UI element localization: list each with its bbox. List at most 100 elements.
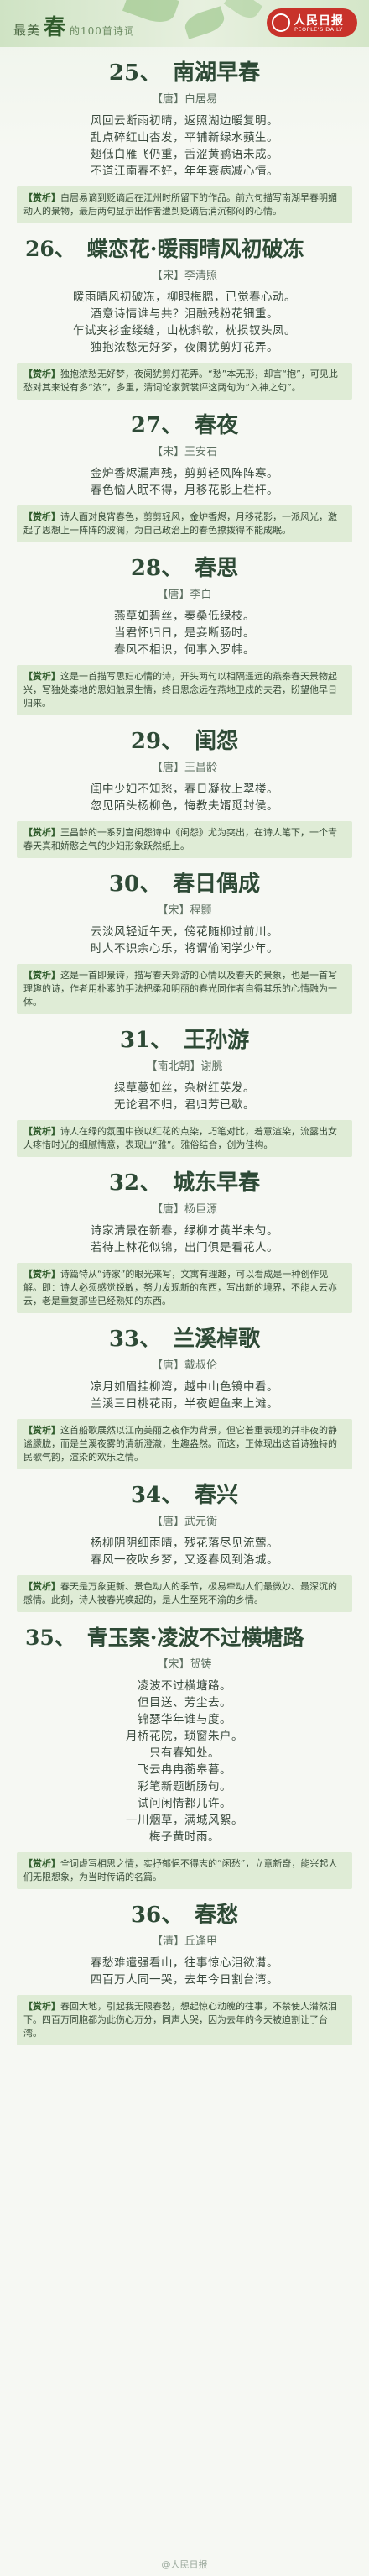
poem-author: 【唐】戴叔伦 [151, 1359, 217, 1372]
poem-number: 27、 [130, 413, 184, 438]
peoples-daily-logo: 人民日报 PEOPLE'S DAILY [267, 8, 357, 37]
appreciation-text: 这是一首描写思妇心情的诗，开头两句以相隔遥远的燕秦春天景物起兴，写独处秦地的思妇… [23, 671, 337, 709]
poem-verse-line: 梅子黄时雨。 [149, 1830, 220, 1844]
poem-verse-line: 兰溪三日桃花雨，半夜鲤鱼来上滩。 [91, 1397, 278, 1411]
poem-title: 34、 春兴 [17, 1469, 352, 1511]
poem-verse-line: 乱点碎红山杏发，平铺新绿水蘋生。 [91, 131, 278, 144]
poem-title: 33、 兰溪棹歌 [17, 1313, 352, 1355]
poem-number: 31、 [119, 1028, 173, 1053]
poem-verse-line: 酒意诗情谁与共？泪融残粉花钿重。 [91, 307, 278, 321]
poem-block: 34、 春兴 【唐】武元衡 杨柳阴阴细雨晴，残花落尽见流莺。 春风一夜吹乡梦，又逐春风到… [0, 1469, 369, 1612]
poem-verse-line: 金炉香烬漏声残，剪剪轻风阵阵寒。 [91, 467, 278, 480]
appreciation-text: 王昌龄的一系列宫闺怨诗中《闺怨》尤为突出，在诗人笔下，一个青春天真和娇憨之气的少… [23, 827, 337, 851]
appreciation-tag: 【赏析】 [23, 192, 60, 203]
appreciation-note: 【赏析】春回大地，引起我无限春愁，想起惊心动魄的往事，不禁使人潸然泪下。四百万同… [17, 1995, 352, 2045]
poem-number: 29、 [130, 729, 184, 754]
poem-verse-line: 燕草如碧丝，秦桑低绿枝。 [114, 610, 255, 623]
poem-author: 【宋】王安石 [151, 446, 217, 458]
poem-verse-line: 乍试夹衫金缕缝，山枕斜欹，枕损钗头凤。 [73, 324, 296, 338]
poem-title: 26、 蝶恋花·暖雨晴风初破冻 [17, 223, 352, 265]
appreciation-note: 【赏析】全词虚写相思之情，实抒郁悒不得志的“闲愁”，立意新奇，能兴起人们无限想象… [17, 1852, 352, 1889]
poem-title: 32、 城东早春 [17, 1157, 352, 1199]
appreciation-tag: 【赏析】 [23, 1581, 60, 1592]
poem-verse-line: 时人不识余心乐，将谓偷闲学少年。 [91, 942, 278, 956]
poem-number: 28、 [130, 556, 184, 581]
poem-verse-line: 忽见陌头杨柳色，悔教夫婿觅封侯。 [91, 799, 278, 813]
poem-number: 36、 [130, 1903, 184, 1928]
poem-verse-line: 杨柳阴阴细雨晴，残花落尽见流莺。 [91, 1537, 278, 1550]
poem-block: 27、 春夜 【宋】王安石 金炉香烬漏声残，剪剪轻风阵阵寒。 春色恼人眠不得，月移花影上… [0, 400, 369, 542]
poem-title-text: 春愁 [195, 1903, 239, 1928]
poem-title-text: 春日偶成 [173, 872, 261, 897]
poem-verse-line: 云淡风轻近午天，傍花随柳过前川。 [91, 925, 278, 939]
poem-verse-line: 翅低白雁飞仍重，舌涩黄鹂语未成。 [91, 148, 278, 161]
appreciation-tag: 【赏析】 [23, 671, 60, 682]
appreciation-tag: 【赏析】 [23, 827, 60, 838]
appreciation-tag: 【赏析】 [23, 1269, 60, 1280]
title-main: 春 [44, 15, 67, 40]
appreciation-tag: 【赏析】 [23, 970, 60, 981]
poem-verse-line: 春风不相识，何事入罗帏。 [114, 643, 255, 657]
poem-title: 28、 春思 [17, 542, 352, 584]
appreciation-note: 【赏析】白居易谪到贬谪后在江州时所留下的作品。前六句描写南湖早春明媚动人的景物，… [17, 186, 352, 223]
appreciation-text: 诗人面对良宵春色，剪剪轻风，金炉香烬，月移花影，一派风光，激起了思想上一阵阵的波… [23, 511, 337, 536]
appreciation-note: 【赏析】诗人在绿的氛围中嵌以红花的点染，巧笔对比，着意渲染，流露出女人疼惜时光的… [17, 1120, 352, 1157]
poem-title: 29、 闺怨 [17, 715, 352, 757]
appreciation-tag: 【赏析】 [23, 369, 60, 380]
poem-verse-line: 风回云断雨初晴，返照湖边暖复明。 [91, 114, 278, 128]
poem-author: 【唐】李白 [157, 589, 212, 601]
appreciation-note: 【赏析】独抱浓愁无好梦，夜阑犹剪灯花弄。“愁”本无形，却言“抱”，可见此愁对其来… [17, 363, 352, 400]
poem-title: 30、 春日偶成 [17, 858, 352, 900]
poem-block: 30、 春日偶成 【宋】程颢 云淡风轻近午天，傍花随柳过前川。 时人不识余心乐，将谓偷闲… [0, 858, 369, 1014]
appreciation-tag: 【赏析】 [23, 1126, 60, 1137]
poem-number: 25、 [108, 60, 162, 86]
appreciation-text: 诗篇特从“诗家”的眼光来写，文寓有理趣，可以看成是一种创作见解。即：诗人必须感觉… [23, 1269, 337, 1306]
poem-number: 33、 [108, 1327, 162, 1352]
poem-title: 25、 南湖早春 [17, 47, 352, 89]
title-suffix: 的100首诗词 [70, 25, 135, 37]
poem-author: 【唐】白居易 [151, 93, 217, 106]
poem-title-text: 蝶恋花·暖雨晴风初破冻 [86, 237, 304, 261]
poem-number: 34、 [130, 1483, 184, 1508]
appreciation-tag: 【赏析】 [23, 511, 60, 522]
logo-name: 人民日报 [294, 14, 344, 28]
poem-verse-line: 凌波不过横塘路。 [138, 1679, 231, 1693]
poem-author: 【南北朝】谢朓 [146, 1060, 223, 1073]
poem-number: 32、 [108, 1170, 162, 1196]
poem-title: 31、 王孙游 [17, 1014, 352, 1056]
poem-verse-line: 当君怀归日，是妾断肠时。 [114, 626, 255, 640]
poem-title-text: 青玉案·凌波不过横塘路 [86, 1626, 304, 1650]
appreciation-text: 诗人在绿的氛围中嵌以红花的点染，巧笔对比，着意渲染，流露出女人疼惜时光的细腻情意… [23, 1126, 337, 1150]
appreciation-tag: 【赏析】 [23, 1858, 60, 1869]
header-banner: 最美春的100首诗词 人民日报 PEOPLE'S DAILY [0, 0, 369, 47]
poem-verse-line: 凉月如眉挂柳湾，越中山色镜中看。 [91, 1380, 278, 1394]
poem-block: 31、 王孙游 【南北朝】谢朓 绿草蔓如丝，杂树红英发。 无论君不归，君归芳已歇。 【赏析… [0, 1014, 369, 1157]
poem-verse-line: 不道江南春不好，年年衰病减心情。 [91, 165, 278, 178]
appreciation-note: 【赏析】这是一首即景诗，描写春天郊游的心情以及春天的景象，也是一首写理趣的诗，作… [17, 964, 352, 1014]
poem-block: 33、 兰溪棹歌【唐】戴叔伦凉月如眉挂柳湾，越中山色镜中看。 兰溪三日桃花雨，半夜鲤… [0, 1313, 369, 1469]
poem-title-text: 兰溪棹歌 [173, 1327, 261, 1352]
appreciation-note: 【赏析】春天是万象更新、景色动人的季节，极易牵动人们最微妙、最深沉的感情。此刻，… [17, 1575, 352, 1612]
poem-title-text: 南湖早春 [173, 60, 261, 86]
appreciation-note: 【赏析】诗人面对良宵春色，剪剪轻风，金炉香烬，月移花影，一派风光，激起了思想上一… [17, 505, 352, 542]
appreciation-text: 这是一首即景诗，描写春天郊游的心情以及春天的景象，也是一首写理趣的诗，作者用朴素… [23, 970, 337, 1008]
poem-verse-line: 春色恼人眠不得，月移花影上栏杆。 [91, 484, 278, 497]
poem-verse-line: 只有春知处。 [149, 1746, 220, 1760]
poem-verse-line: 春愁难遣强看山，往事惊心泪欲潸。 [91, 1956, 278, 1970]
poem-number: 26、 [25, 237, 75, 261]
leaf-decoration-icon [223, 0, 263, 24]
poem-title-text: 春兴 [195, 1483, 239, 1508]
poem-verse-line: 若待上林花似锦，出门俱是看花人。 [91, 1241, 278, 1254]
poem-verse-line: 独抱浓愁无好梦，夜阑犹剪灯花弄。 [91, 341, 278, 354]
poem-verse-line: 无论君不归，君归芳已歇。 [114, 1098, 255, 1112]
appreciation-tag: 【赏析】 [23, 1425, 60, 1436]
poem-block: 26、 蝶恋花·暖雨晴风初破冻 【宋】李清照 暖雨晴风初破冻，柳眼梅腮，已觉春心动。酒… [0, 223, 369, 400]
appreciation-text: 这首船歌展然以江南美丽之夜作为背景，但它着重表现的并非夜的静谧朦胧，而是兰溪夜雾… [23, 1425, 337, 1463]
poem-block: 35、 青玉案·凌波不过横塘路 【宋】贺铸 凌波不过横塘路。 但目送、芳尘去。 锦瑟华年谁… [0, 1612, 369, 1889]
poem-verse-line: 闺中少妇不知愁，春日凝妆上翠楼。 [91, 783, 278, 796]
appreciation-note: 【赏析】诗篇特从“诗家”的眼光来写，文寓有理趣，可以看成是一种创作见解。即：诗人… [17, 1263, 352, 1313]
logo-emblem-icon [272, 13, 290, 32]
poem-title-text: 王孙游 [184, 1028, 250, 1053]
poem-author: 【宋】贺铸 [157, 1658, 212, 1671]
poem-verse-line: 春风一夜吹乡梦，又逐春风到洛城。 [91, 1553, 278, 1567]
